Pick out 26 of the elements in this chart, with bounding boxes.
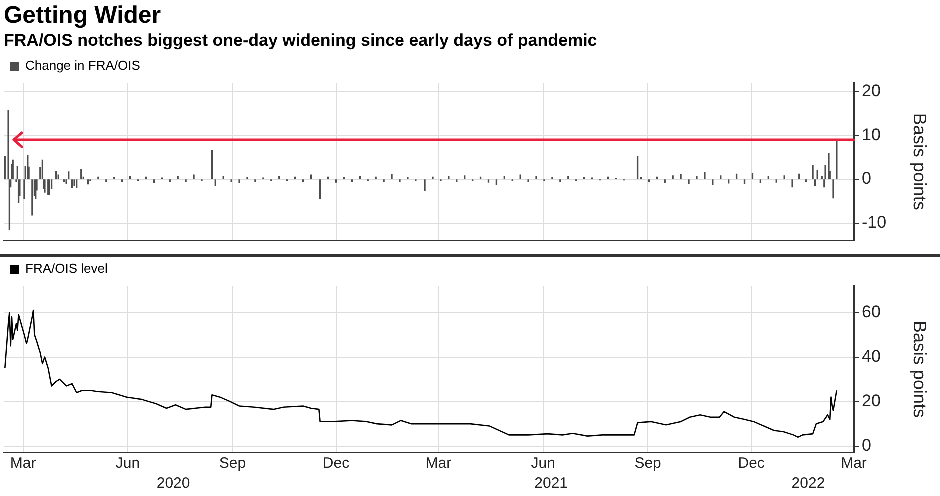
y-axis-title: Basis points [910, 113, 930, 210]
x-tick-label: Sep [634, 455, 662, 472]
x2-tick-label: 2021 [534, 475, 568, 492]
x-tick-label: Mar [426, 455, 452, 472]
x-tick-label: Jun [531, 455, 556, 472]
x-tick-label: Mar [841, 455, 867, 472]
y-tick-label: 40 [862, 346, 881, 366]
x-tick-label: Jun [116, 455, 140, 472]
x-tick-label: Dec [322, 455, 350, 472]
y-axis-title: Basis points [910, 320, 930, 418]
y-tick-label: 0 [862, 169, 872, 188]
y-tick-label: 0 [862, 436, 872, 456]
y-tick-label: 10 [862, 125, 881, 144]
y-tick-label: 20 [862, 391, 881, 410]
x2-tick-label: 2022 [792, 475, 826, 492]
x-tick-label: Mar [10, 455, 36, 472]
x2-tick-label: 2020 [156, 475, 190, 492]
y-tick-label: 60 [862, 302, 881, 322]
legend-label: Change in FRA/OIS [26, 58, 141, 74]
y-tick-label: 20 [862, 81, 881, 100]
legend-label: FRA/OIS level [26, 261, 108, 276]
x-tick-label: Dec [738, 455, 766, 472]
x-tick-label: Sep [219, 455, 246, 472]
y-tick-label: -10 [862, 212, 887, 232]
chart-subtitle: FRA/OIS notches biggest one-day widening since early days of pandemic [4, 30, 598, 52]
chart-title: Getting Wider [4, 2, 162, 30]
